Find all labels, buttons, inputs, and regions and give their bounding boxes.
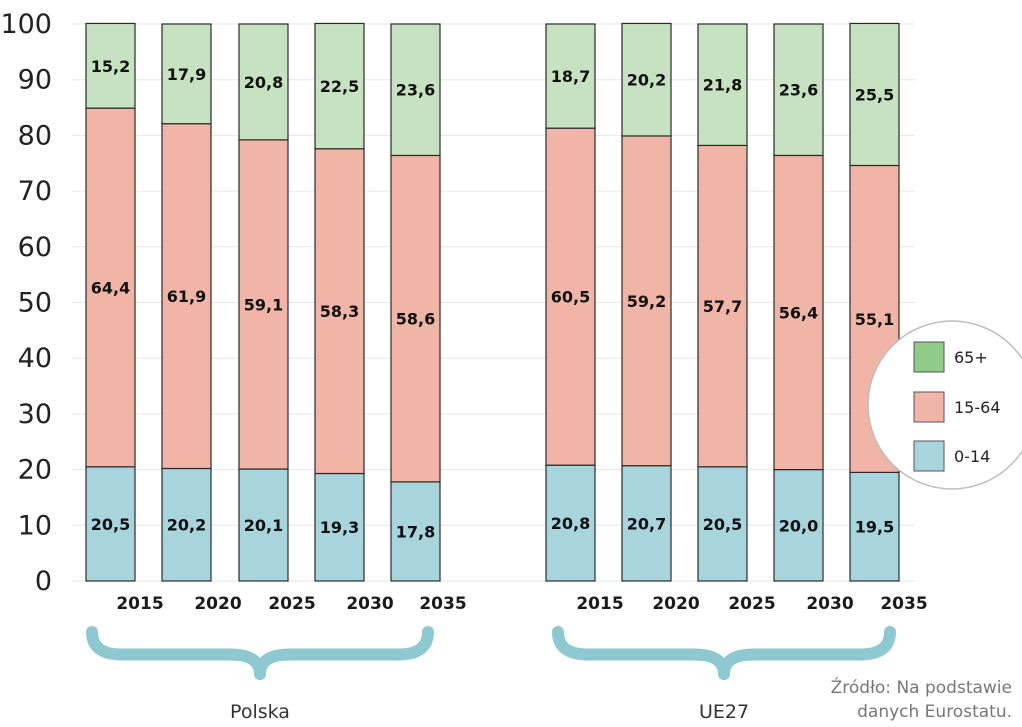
data-label: 55,1 — [855, 310, 894, 329]
y-tick-label: 80 — [18, 120, 52, 151]
data-label: 20,8 — [551, 514, 590, 533]
data-label: 20,8 — [244, 73, 283, 92]
brace-polska — [86, 626, 434, 680]
legend-label: 15-64 — [954, 398, 1001, 417]
bar-segment-0-14 — [161, 467, 212, 582]
legend-label: 0-14 — [954, 447, 990, 466]
y-tick-label: 30 — [18, 399, 52, 430]
x-tick-label: 2015 — [576, 594, 623, 614]
data-label: 20,2 — [167, 516, 206, 535]
bar-segment-15-64 — [773, 154, 824, 471]
bar-segment-15-64 — [390, 154, 441, 483]
bar-segment-15-64 — [238, 139, 289, 470]
bars: 20,5 64,4 15,2 20,2 61,9 17,9 20,1 59,1 20,8 19,3… — [85, 22, 900, 582]
group-label-polska: Polska — [230, 701, 290, 723]
y-tick-label: 40 — [18, 343, 52, 374]
bar-segment-65+ — [621, 22, 672, 137]
bar-segment-0-14 — [314, 472, 365, 582]
data-label: 15,2 — [91, 57, 130, 76]
x-tick-label: 2025 — [268, 594, 315, 614]
x-tick-label: 2035 — [880, 594, 927, 614]
bar-segment-0-14 — [849, 471, 900, 582]
bar-segment-0-14 — [545, 464, 596, 582]
data-label: 20,1 — [244, 516, 283, 535]
bar-segment-65+ — [697, 23, 748, 147]
bar-segment-15-64 — [85, 107, 136, 468]
data-label: 21,8 — [703, 76, 742, 95]
data-label: 20,7 — [627, 514, 666, 533]
data-label: 22,5 — [320, 77, 359, 96]
group-braces: Polska UE27 — [86, 626, 896, 723]
y-tick-label: 50 — [18, 288, 52, 319]
y-tick-label: 70 — [18, 176, 52, 207]
data-label: 17,9 — [167, 65, 206, 84]
group-label-ue27: UE27 — [699, 701, 749, 723]
source-line-1: Źródło: Na podstawie — [830, 678, 1012, 698]
y-tick-label: 100 — [0, 9, 52, 40]
bar-segment-15-64 — [545, 127, 596, 466]
data-label: 20,0 — [779, 516, 818, 535]
legend-swatch-15-64 — [913, 391, 945, 423]
bar-segment-65+ — [545, 23, 596, 129]
x-tick-label: 2020 — [652, 594, 699, 614]
bar-segment-65+ — [85, 22, 136, 109]
y-axis: 0 10 20 30 40 50 60 70 80 90 100 — [0, 9, 52, 597]
data-label: 20,2 — [627, 71, 666, 90]
y-tick-label: 90 — [18, 65, 52, 96]
bar-segment-65+ — [161, 23, 212, 125]
bar-segment-15-64 — [314, 148, 365, 475]
y-tick-label: 10 — [18, 510, 52, 541]
bar-segment-65+ — [238, 23, 289, 141]
data-label: 57,7 — [703, 297, 742, 316]
bar-segment-0-14 — [773, 469, 824, 582]
data-label: 58,3 — [320, 302, 359, 321]
x-tick-label: 2030 — [806, 594, 853, 614]
data-label: 60,5 — [551, 288, 590, 307]
data-label: 20,5 — [91, 515, 130, 534]
data-label: 59,2 — [627, 292, 666, 311]
data-label: 23,6 — [396, 81, 435, 100]
data-label: 18,7 — [551, 67, 590, 86]
data-label: 61,9 — [167, 287, 206, 306]
data-label: 19,3 — [320, 518, 359, 537]
data-label: 64,4 — [91, 278, 130, 297]
bar-segment-15-64 — [697, 144, 748, 468]
x-tick-label: 2020 — [194, 594, 241, 614]
data-label: 20,5 — [703, 515, 742, 534]
data-label: 56,4 — [779, 304, 818, 323]
data-label: 23,6 — [779, 81, 818, 100]
y-tick-label: 20 — [18, 455, 52, 486]
legend-swatch-65+ — [913, 341, 945, 373]
data-label: 58,6 — [396, 310, 435, 329]
bar-segment-0-14 — [85, 466, 136, 582]
legend: 65+ 15-64 0-14 — [867, 320, 1022, 490]
bar-segment-65+ — [849, 22, 900, 167]
x-tick-label: 2030 — [346, 594, 393, 614]
bar-segment-0-14 — [238, 468, 289, 582]
y-tick-label: 60 — [18, 232, 52, 263]
legend-label: 65+ — [954, 348, 988, 367]
legend-circle — [867, 320, 1022, 490]
data-label: 17,8 — [396, 522, 435, 541]
bar-segment-65+ — [390, 23, 441, 157]
source-line-2: danych Eurostatu. — [857, 702, 1012, 722]
y-tick-label: 0 — [35, 566, 52, 597]
x-tick-label: 2015 — [116, 594, 163, 614]
bar-segment-0-14 — [390, 481, 441, 582]
x-tick-label: 2035 — [419, 594, 466, 614]
source-note: Źródło: Na podstawie danych Eurostatu. — [772, 676, 1012, 724]
legend-swatch-0-14 — [913, 440, 945, 472]
bar-segment-65+ — [314, 22, 365, 150]
bar-segment-15-64 — [621, 135, 672, 467]
data-label: 19,5 — [855, 518, 894, 537]
x-axis: 2015 2020 2025 2030 2035 2015 2020 2025 2030 2035 — [116, 594, 927, 614]
data-label: 25,5 — [855, 85, 894, 104]
bar-segment-0-14 — [621, 465, 672, 582]
brace-ue27 — [552, 626, 896, 680]
bar-segment-65+ — [773, 23, 824, 157]
x-tick-label: 2025 — [728, 594, 775, 614]
data-label: 59,1 — [244, 295, 283, 314]
